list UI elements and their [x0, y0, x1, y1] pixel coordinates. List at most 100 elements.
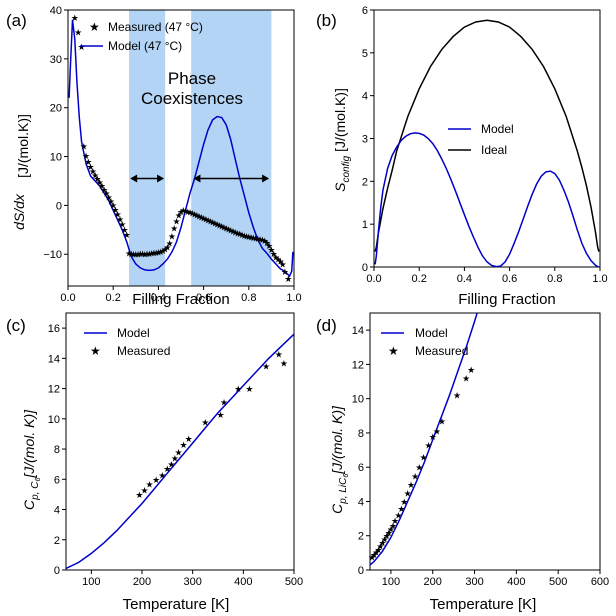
a-axis-frame	[67, 9, 295, 287]
a-data-point: ★	[102, 189, 110, 199]
a-data-point: ★	[224, 224, 232, 234]
a-x-tick-label: 0.6	[196, 292, 211, 304]
c-legend-star-icon: ★	[90, 344, 101, 358]
d-data-point: ★	[438, 416, 446, 426]
a-data-point: ★	[267, 245, 275, 255]
a-data-point: ★	[166, 239, 174, 249]
a-data-point: ★	[93, 174, 101, 184]
c-panel-label: (c)	[6, 316, 26, 335]
a-y-tick-label: 40	[50, 5, 62, 17]
c-y-tick-label: 4	[54, 505, 60, 517]
a-data-point: ★	[105, 193, 113, 203]
a-y-label-units: [J/(mol.K)]	[15, 114, 31, 178]
a-data-point: ★	[96, 177, 104, 187]
a-legend: ★ Measured (47 °C) Model (47 °C)	[80, 20, 203, 53]
a-data-point: ★	[179, 205, 187, 215]
d-data-point: ★	[389, 521, 397, 531]
a-data-point: ★	[211, 218, 219, 228]
d-data-point: ★	[453, 391, 461, 401]
a-data-point: ★	[272, 253, 280, 263]
a-data-point: ★	[238, 230, 246, 240]
d-data-point: ★	[394, 511, 402, 521]
c-y-axis-label: Cp, C6[J/(mol. K)]	[21, 409, 42, 510]
a-data-point: ★	[145, 249, 153, 259]
d-legend-star-icon: ★	[388, 344, 399, 358]
a-y-tick-label: 10	[50, 152, 62, 164]
svg-text:dS/dx: dS/dx	[11, 193, 27, 230]
d-axis-frame	[369, 312, 601, 571]
b-panel-label: (b)	[316, 11, 337, 30]
a-data-point: ★	[276, 257, 284, 267]
svg-text:Cp, LiC6[J/(mol. K)]: Cp, LiC6[J/(mol. K)]	[329, 405, 350, 514]
c-y-tick-label: 6	[54, 474, 60, 486]
a-data-point: ★	[98, 181, 106, 191]
a-y-axis-label: dS/dx [J/(mol.K)]	[11, 114, 31, 230]
a-data-point: ★	[159, 246, 167, 256]
a-data-point: ★	[161, 244, 169, 254]
c-data-point: ★	[201, 417, 209, 427]
a-arrow-head-right-0	[157, 174, 165, 183]
d-y-label-subsub: 6	[343, 474, 350, 478]
c-data-point: ★	[135, 490, 143, 500]
c-y-tick-label: 10	[48, 414, 60, 426]
c-data-point: ★	[163, 464, 171, 474]
a-data-point: ★	[163, 242, 171, 252]
a-data-point: ★	[258, 235, 266, 245]
a-data-point: ★	[91, 171, 99, 181]
b-y-tick-label: 6	[362, 5, 368, 17]
a-x-tick-label: 0.4	[151, 292, 166, 304]
a-panel-label: (a)	[6, 11, 27, 30]
a-data-point: ★	[107, 197, 115, 207]
c-y-tick-label: 8	[54, 444, 60, 456]
a-data-point: ★	[78, 42, 86, 52]
a-data-point: ★	[200, 214, 208, 224]
c-y-tick-label: 16	[48, 323, 60, 335]
a-data-point: ★	[111, 205, 119, 215]
d-data-point: ★	[385, 528, 393, 538]
a-data-point: ★	[281, 267, 289, 277]
a-series-line-model-c-	[68, 19, 294, 278]
a-data-point: ★	[215, 220, 223, 230]
d-x-tick-label: 400	[507, 576, 525, 588]
c-axis-frame	[65, 312, 295, 571]
a-data-point: ★	[177, 207, 185, 217]
a-x-tick-label: 0.2	[106, 292, 121, 304]
c-data-point: ★	[140, 485, 148, 495]
d-y-label-units: [J/(mol. K)]	[329, 405, 345, 475]
c-series	[66, 333, 294, 570]
a-data-point: ★	[254, 234, 262, 244]
d-y-tick-label: 2	[358, 531, 364, 543]
a-x-tick-label: 0.0	[60, 292, 75, 304]
a-legend-star-icon: ★	[89, 20, 100, 34]
b-series	[374, 19, 600, 267]
a-data-point: ★	[284, 274, 292, 284]
c-series-line-model	[66, 333, 294, 570]
d-data-point: ★	[376, 542, 384, 552]
a-arrow-head-left-1	[193, 174, 201, 183]
d-data-point: ★	[419, 452, 427, 462]
a-data-point: ★	[152, 248, 160, 258]
a-data-point: ★	[218, 221, 226, 231]
a-data-point: ★	[209, 218, 217, 228]
c-y-tick-label: 12	[48, 384, 60, 396]
a-data-point: ★	[227, 225, 235, 235]
c-data-point: ★	[216, 410, 224, 420]
a-data-point: ★	[109, 200, 117, 210]
c-data-point: ★	[185, 434, 193, 444]
d-data-point: ★	[370, 550, 378, 560]
a-data-point: ★	[143, 249, 151, 259]
d-data-point: ★	[404, 488, 412, 498]
a-data-point: ★	[279, 260, 287, 270]
d-legend-model: Model	[415, 326, 448, 340]
a-data-point: ★	[170, 223, 178, 233]
b-y-label-sub: config	[341, 155, 352, 182]
a-x-tick-label: 0.8	[241, 292, 256, 304]
c-y-tick-label: 2	[54, 535, 60, 547]
d-y-tick-label: 12	[352, 359, 364, 371]
c-data-point: ★	[220, 398, 228, 408]
d-data-point: ★	[391, 516, 399, 526]
a-x-tick-label: 1.0	[286, 292, 301, 304]
c-data-point: ★	[174, 448, 182, 458]
